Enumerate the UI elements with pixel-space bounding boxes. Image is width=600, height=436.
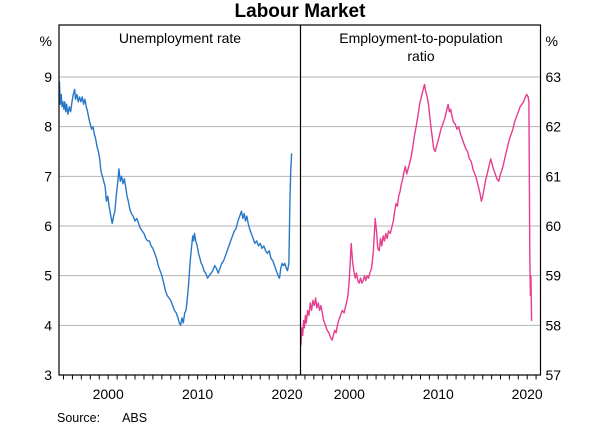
y-tick-label-left: 9 — [44, 69, 52, 85]
y-tick-label-left: 3 — [44, 367, 52, 383]
source-note: Source: ABS — [57, 411, 147, 425]
series-line-employment-ratio — [300, 83, 533, 346]
source-value: ABS — [122, 411, 148, 425]
left-axis-unit: % — [40, 33, 52, 49]
y-tick-label-left: 8 — [44, 119, 52, 135]
x-tick-label: 2020 — [272, 386, 303, 402]
chart-title: Labour Market — [234, 1, 366, 22]
y-tick-label-right: 59 — [546, 268, 562, 284]
right-axis-unit: % — [546, 33, 558, 49]
x-tick-label: 2000 — [334, 386, 365, 402]
x-tick-label: 2000 — [93, 386, 124, 402]
y-tick-label-right: 60 — [546, 218, 562, 234]
y-tick-label-right: 61 — [546, 168, 562, 184]
y-tick-label-right: 58 — [546, 317, 562, 333]
y-tick-label-right: 62 — [546, 119, 562, 135]
x-tick-label: 2010 — [182, 386, 213, 402]
y-tick-label-left: 6 — [44, 218, 52, 234]
source-label: Source: — [57, 411, 101, 425]
y-tick-label-right: 63 — [546, 69, 562, 85]
panel-title-unemployment-rate: Unemployment rate — [118, 30, 242, 46]
plot-border — [58, 24, 542, 376]
series-line-unemployment-rate — [58, 81, 293, 326]
y-tick-label-left: 4 — [44, 317, 52, 333]
y-tick-label-left: 5 — [44, 268, 52, 284]
x-tick-label: 2010 — [423, 386, 454, 402]
panel-title-employment-to-population-ratio: Employment-to-population ratio — [339, 30, 503, 64]
x-tick-label: 2020 — [512, 386, 543, 402]
y-tick-label-right: 57 — [546, 367, 562, 383]
y-tick-label-left: 7 — [44, 168, 52, 184]
